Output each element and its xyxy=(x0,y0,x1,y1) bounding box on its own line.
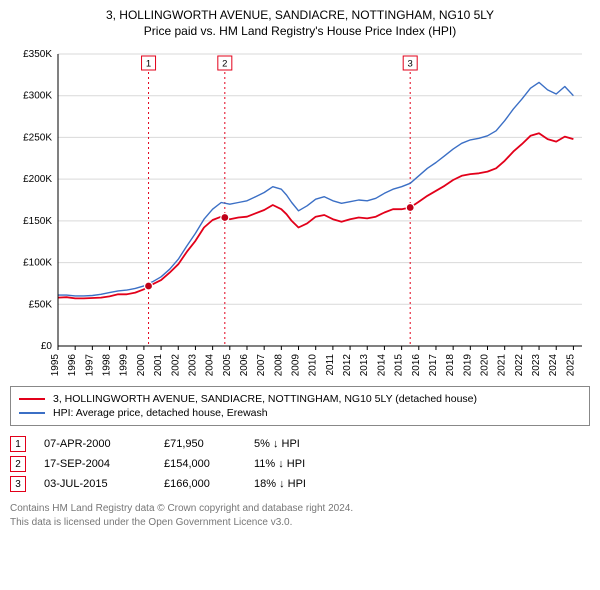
chart: £0 £50K £100K £150K £200K £250K £300K £350K 1995… xyxy=(10,46,590,376)
svg-text:2002: 2002 xyxy=(170,354,181,376)
marker-price: £71,950 xyxy=(164,438,254,450)
title-block: 3, HOLLINGWORTH AVENUE, SANDIACRE, NOTTI… xyxy=(10,8,590,38)
marker-gap: 5% ↓ HPI xyxy=(254,438,314,450)
svg-text:2024: 2024 xyxy=(548,354,559,376)
svg-text:2017: 2017 xyxy=(428,354,439,376)
svg-text:1998: 1998 xyxy=(102,354,113,376)
marker-date: 03-JUL-2015 xyxy=(44,478,164,490)
svg-text:2014: 2014 xyxy=(376,354,387,376)
svg-text:1997: 1997 xyxy=(84,354,95,376)
svg-text:2016: 2016 xyxy=(411,354,422,376)
marker-gap: 11% ↓ HPI xyxy=(254,458,314,470)
legend-swatch xyxy=(19,398,45,400)
marker-row: 2 17-SEP-2004£154,00011% ↓ HPI xyxy=(10,456,590,472)
svg-text:2008: 2008 xyxy=(273,354,284,376)
footer-line-1: Contains HM Land Registry data © Crown c… xyxy=(10,502,590,516)
svg-text:£150K: £150K xyxy=(23,216,52,227)
svg-text:2004: 2004 xyxy=(205,354,216,376)
svg-text:2022: 2022 xyxy=(514,354,525,376)
svg-text:2010: 2010 xyxy=(308,354,319,376)
title-line-1: 3, HOLLINGWORTH AVENUE, SANDIACRE, NOTTI… xyxy=(10,8,590,22)
svg-text:2018: 2018 xyxy=(445,354,456,376)
svg-text:£350K: £350K xyxy=(23,49,52,60)
svg-text:£100K: £100K xyxy=(23,258,52,269)
svg-text:2: 2 xyxy=(222,59,227,70)
chart-svg: £0 £50K £100K £150K £200K £250K £300K £350K 1995… xyxy=(10,46,590,376)
svg-text:£50K: £50K xyxy=(29,299,53,310)
svg-text:2019: 2019 xyxy=(462,354,473,376)
marker-price: £154,000 xyxy=(164,458,254,470)
legend-label: HPI: Average price, detached house, Erew… xyxy=(53,407,268,419)
title-line-2: Price paid vs. HM Land Registry's House … xyxy=(10,24,590,38)
marker-price: £166,000 xyxy=(164,478,254,490)
legend-item: 3, HOLLINGWORTH AVENUE, SANDIACRE, NOTTI… xyxy=(19,393,581,405)
svg-text:1: 1 xyxy=(146,59,151,70)
marker-date: 07-APR-2000 xyxy=(44,438,164,450)
svg-text:2021: 2021 xyxy=(497,354,508,376)
marker-index-box: 2 xyxy=(10,456,26,472)
svg-text:£0: £0 xyxy=(41,341,53,352)
svg-text:2025: 2025 xyxy=(565,354,576,376)
svg-text:2005: 2005 xyxy=(222,354,233,376)
svg-text:3: 3 xyxy=(408,59,413,70)
marker-table: 1 07-APR-2000£71,9505% ↓ HPI 2 17-SEP-2004£… xyxy=(10,436,590,492)
svg-text:2001: 2001 xyxy=(153,354,164,376)
svg-text:£200K: £200K xyxy=(23,174,52,185)
svg-text:2003: 2003 xyxy=(187,354,198,376)
chart-container: 3, HOLLINGWORTH AVENUE, SANDIACRE, NOTTI… xyxy=(0,0,600,540)
legend-label: 3, HOLLINGWORTH AVENUE, SANDIACRE, NOTTI… xyxy=(53,393,477,405)
svg-text:2011: 2011 xyxy=(325,354,336,376)
marker-date: 17-SEP-2004 xyxy=(44,458,164,470)
svg-text:2015: 2015 xyxy=(394,354,405,376)
marker-index-box: 1 xyxy=(10,436,26,452)
svg-text:2009: 2009 xyxy=(291,354,302,376)
svg-text:2012: 2012 xyxy=(342,354,353,376)
legend-swatch xyxy=(19,412,45,414)
svg-text:2000: 2000 xyxy=(136,354,147,376)
svg-text:2007: 2007 xyxy=(256,354,267,376)
svg-text:£300K: £300K xyxy=(23,91,52,102)
svg-text:2013: 2013 xyxy=(359,354,370,376)
marker-row: 1 07-APR-2000£71,9505% ↓ HPI xyxy=(10,436,590,452)
svg-text:1995: 1995 xyxy=(50,354,61,376)
svg-text:2023: 2023 xyxy=(531,354,542,376)
marker-index-box: 3 xyxy=(10,476,26,492)
footer-line-2: This data is licensed under the Open Gov… xyxy=(10,516,590,530)
svg-text:1996: 1996 xyxy=(67,354,78,376)
legend: 3, HOLLINGWORTH AVENUE, SANDIACRE, NOTTI… xyxy=(10,386,590,426)
footer: Contains HM Land Registry data © Crown c… xyxy=(10,502,590,530)
svg-text:2020: 2020 xyxy=(480,354,491,376)
marker-gap: 18% ↓ HPI xyxy=(254,478,314,490)
svg-text:£250K: £250K xyxy=(23,132,52,143)
marker-row: 3 03-JUL-2015£166,00018% ↓ HPI xyxy=(10,476,590,492)
legend-item: HPI: Average price, detached house, Erew… xyxy=(19,407,581,419)
svg-text:1999: 1999 xyxy=(119,354,130,376)
svg-text:2006: 2006 xyxy=(239,354,250,376)
